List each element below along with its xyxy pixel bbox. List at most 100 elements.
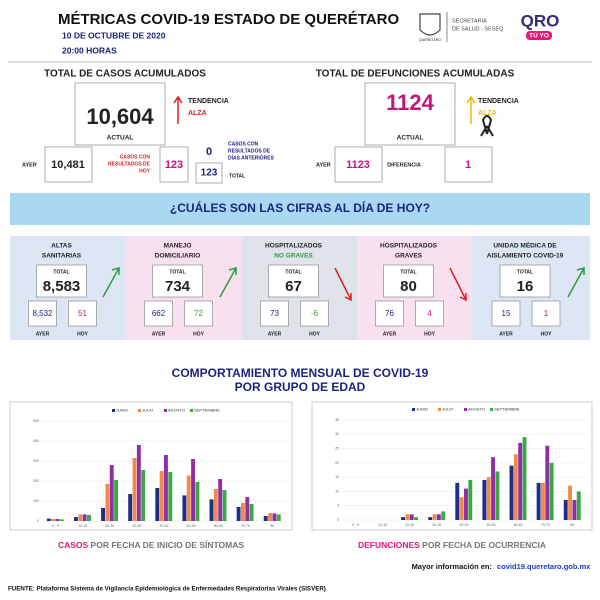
- label: TOTAL: [285, 269, 301, 275]
- value: 72: [194, 309, 203, 318]
- y-tick-label: 0: [37, 519, 39, 523]
- value: 123: [165, 159, 183, 171]
- label: AYER: [22, 162, 37, 168]
- box: [144, 300, 173, 327]
- bar: [82, 514, 87, 521]
- legend-swatch: [490, 408, 493, 411]
- caption-highlight: DEFUNCIONES: [358, 540, 420, 550]
- logo-badge: [526, 31, 552, 40]
- value: 80: [400, 278, 417, 295]
- bar: [459, 497, 464, 520]
- x-tick-label: 0 - 9: [352, 523, 359, 527]
- bar: [568, 485, 573, 520]
- box: [74, 82, 166, 146]
- legend-label: JULIO: [442, 407, 453, 412]
- legend-swatch: [438, 408, 441, 411]
- legend-swatch: [190, 409, 193, 412]
- label: AYER: [36, 331, 50, 337]
- bar: [168, 472, 173, 521]
- caption-text: POR FECHA DE OCURRENCIA: [420, 540, 546, 550]
- x-tick-label: 50-59: [487, 523, 496, 527]
- bar: [486, 477, 491, 520]
- bar: [441, 511, 446, 520]
- bar: [276, 514, 281, 521]
- value: 1: [544, 309, 549, 318]
- value: 4: [427, 309, 432, 318]
- logo-sub: TÚ YO: [529, 31, 549, 40]
- bar: [136, 445, 141, 521]
- bar: [536, 482, 541, 520]
- bar: [545, 445, 550, 520]
- time: 20:00 HORAS: [62, 45, 117, 55]
- x-tick-label: 0 - 9: [52, 524, 59, 528]
- box: [36, 264, 87, 298]
- box: [195, 162, 223, 184]
- label: TOTAL: [169, 269, 185, 275]
- trend-arrow: [334, 267, 352, 302]
- box: [499, 264, 551, 298]
- y-tick-label: 0: [337, 518, 339, 522]
- label: CASOS CON: [228, 141, 259, 147]
- chart-frame: [9, 401, 293, 531]
- box: [334, 146, 383, 183]
- caption: DEFUNCIONES POR FECHA DE OCURRENCIA: [358, 540, 546, 550]
- y-tick-label: 30: [335, 432, 339, 436]
- trend-arrow: [466, 95, 476, 124]
- label: AYER: [316, 162, 331, 168]
- bar: [272, 513, 277, 521]
- label: DIFERENCIA: [387, 162, 421, 168]
- label: AYER: [152, 331, 166, 337]
- value: 1: [465, 159, 471, 171]
- bar: [114, 480, 119, 521]
- label: ACTUAL: [107, 135, 134, 142]
- x-tick-label: 80: [570, 523, 574, 527]
- trend-arrow: [102, 267, 120, 298]
- label: HOSPITALIZADOS: [265, 243, 323, 250]
- ribbon: [480, 115, 494, 137]
- x-tick-label: 40-49: [160, 524, 169, 528]
- crest-label: QUERÉTARO: [419, 37, 441, 42]
- box: [364, 82, 456, 146]
- x-tick-label: 30-39: [132, 524, 141, 528]
- value: 8,583: [43, 278, 81, 295]
- bar: [409, 514, 414, 520]
- x-tick-label: 60-69: [514, 523, 523, 527]
- label: TOTAL: [53, 269, 69, 275]
- bar: [141, 470, 146, 521]
- x-tick-label: 40-49: [460, 523, 469, 527]
- trend-arrow: [219, 267, 237, 298]
- label: HOY: [309, 331, 321, 337]
- bar: [186, 475, 191, 521]
- x-tick-label: 10-19: [78, 524, 87, 528]
- bar: [468, 480, 473, 520]
- bar: [455, 482, 460, 520]
- bar: [513, 454, 518, 520]
- label: TENDENCIA: [188, 98, 229, 105]
- label: ACTUAL: [397, 135, 424, 142]
- value: -6: [311, 309, 319, 318]
- legend-label: AGOSTO: [168, 408, 185, 413]
- box: [415, 300, 444, 327]
- bar: [222, 490, 227, 521]
- label: ALZA: [188, 110, 207, 117]
- legend-swatch: [138, 409, 141, 412]
- x-tick-label: 30-39: [432, 523, 441, 527]
- label: AYER: [383, 331, 397, 337]
- bar: [518, 442, 523, 520]
- bar: [51, 519, 56, 521]
- label: TENDENCIA: [478, 98, 519, 105]
- box: [375, 300, 404, 327]
- date: 10 DE OCTUBRE DE 2020: [62, 30, 166, 40]
- value: 1124: [386, 90, 434, 115]
- value: 662: [152, 309, 166, 318]
- box: [300, 300, 329, 327]
- label: ALZA: [478, 110, 497, 117]
- bar: [268, 513, 273, 521]
- label: RESULTADOS DE: [108, 161, 151, 167]
- legend-label: JUNIO: [416, 407, 428, 412]
- value: 51: [78, 309, 87, 318]
- bar: [213, 489, 218, 521]
- value: 8,532: [32, 309, 53, 318]
- y-tick-label: 500: [33, 419, 39, 423]
